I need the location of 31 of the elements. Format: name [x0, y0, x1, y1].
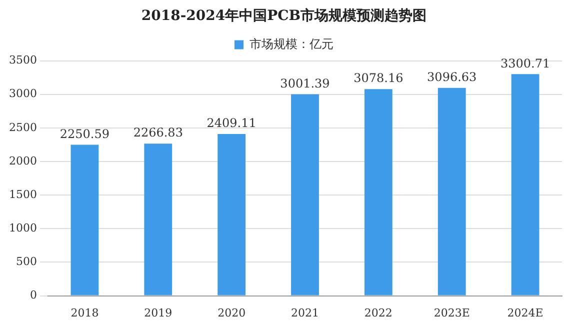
x-tick-label: 2019 — [144, 306, 172, 320]
bar — [364, 89, 392, 296]
legend-label: 市场规模：亿元 — [250, 37, 334, 52]
x-tick-label: 2021 — [290, 306, 319, 320]
x-tick-label: 2022 — [364, 306, 392, 320]
y-tick-label: 2500 — [8, 120, 37, 134]
data-label: 2266.83 — [133, 126, 183, 140]
data-label: 3001.39 — [280, 76, 330, 90]
bar — [144, 144, 172, 296]
y-tick-label: 1500 — [8, 188, 37, 201]
bar — [511, 74, 540, 296]
data-label: 3078.16 — [354, 71, 404, 86]
data-label: 3300.71 — [500, 56, 550, 70]
y-tick-label: 2000 — [8, 154, 37, 168]
chart-title: 2018-2024年中国PCB市场规模预测趋势图 — [141, 7, 427, 24]
data-label: 2409.11 — [206, 116, 256, 130]
bar — [218, 134, 246, 296]
x-tick-label: 2020 — [218, 306, 246, 320]
bar — [70, 144, 99, 296]
x-tick-label: 2023E — [434, 306, 470, 320]
y-tick-label: 3500 — [8, 54, 37, 67]
y-tick-label: 3000 — [8, 87, 37, 100]
y-tick-label: 0 — [30, 288, 37, 302]
bar — [291, 94, 319, 296]
data-label: 2250.59 — [60, 126, 110, 141]
x-tick-label: 2018 — [70, 306, 99, 320]
x-tick-label: 2024E — [507, 306, 544, 320]
data-label: 3096.63 — [427, 70, 477, 84]
y-tick-label: 1000 — [8, 222, 37, 235]
bar — [438, 88, 466, 296]
y-tick-label: 500 — [16, 255, 37, 268]
